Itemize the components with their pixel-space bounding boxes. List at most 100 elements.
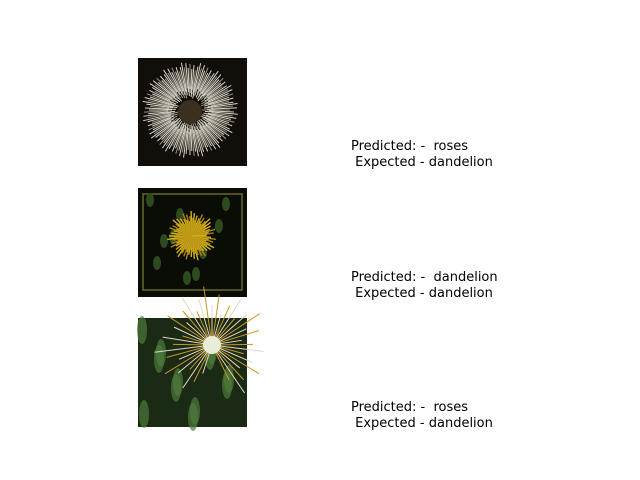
texture — [200, 115, 233, 134]
texture — [147, 114, 171, 123]
texture — [150, 120, 175, 139]
texture — [199, 70, 212, 92]
texture — [192, 267, 200, 281]
texture — [215, 219, 223, 233]
texture — [206, 107, 237, 110]
texture — [197, 74, 222, 102]
texture — [203, 336, 221, 354]
texture — [190, 65, 195, 98]
texture — [192, 70, 196, 91]
texture — [149, 83, 173, 99]
texture — [190, 69, 193, 94]
texture — [178, 122, 188, 151]
texture — [176, 208, 184, 222]
texture — [149, 120, 172, 135]
texture — [198, 75, 211, 96]
texture — [203, 286, 213, 346]
texture — [204, 84, 232, 102]
texture — [181, 130, 187, 153]
texture — [179, 126, 187, 156]
expected-label: Expected - dandelion — [351, 286, 493, 301]
texture — [161, 80, 183, 102]
texture — [199, 76, 218, 98]
texture — [171, 67, 186, 99]
texture — [152, 117, 171, 127]
texture — [207, 122, 225, 136]
expected-label: Expected - dandelion — [351, 416, 493, 431]
texture — [152, 93, 177, 105]
texture — [175, 67, 186, 95]
texture — [167, 72, 184, 99]
texture — [203, 81, 226, 100]
texture — [207, 101, 234, 108]
texture — [152, 118, 175, 131]
expected-label: Expected - dandelion — [351, 155, 493, 170]
texture — [204, 97, 234, 107]
texture — [164, 78, 182, 99]
texture — [146, 93, 173, 104]
texture — [211, 344, 246, 394]
texture — [183, 271, 191, 285]
texture — [206, 119, 228, 133]
texture — [173, 368, 183, 396]
texture — [195, 72, 209, 98]
image-3 — [137, 286, 264, 431]
texture — [181, 297, 213, 346]
texture — [190, 397, 200, 425]
texture — [200, 77, 224, 100]
texture — [144, 97, 175, 107]
texture — [159, 122, 180, 145]
texture — [203, 120, 227, 140]
texture — [157, 123, 176, 142]
texture — [179, 66, 187, 92]
texture — [151, 87, 179, 104]
texture — [204, 93, 229, 105]
texture — [156, 77, 179, 100]
texture — [197, 70, 206, 90]
texture — [185, 63, 189, 93]
texture — [172, 126, 183, 147]
texture — [143, 113, 175, 122]
predicted-label: Predicted: - roses — [351, 139, 468, 154]
texture — [150, 105, 170, 109]
texture — [204, 124, 223, 142]
texture — [146, 103, 174, 109]
texture — [152, 80, 181, 103]
texture — [199, 126, 212, 147]
texture — [144, 110, 169, 113]
texture — [142, 100, 178, 109]
texture — [192, 63, 202, 99]
texture — [206, 82, 222, 96]
texture — [180, 62, 188, 96]
texture — [175, 124, 185, 149]
texture — [201, 114, 233, 127]
texture — [199, 129, 209, 148]
texture — [222, 197, 230, 211]
texture — [143, 112, 172, 117]
texture — [198, 119, 220, 144]
texture — [202, 117, 230, 137]
texture — [183, 67, 188, 89]
texture — [196, 122, 213, 151]
texture — [158, 81, 176, 98]
texture — [163, 69, 181, 96]
texture — [203, 112, 232, 120]
texture — [147, 111, 179, 119]
texture — [194, 126, 204, 157]
texture — [147, 115, 175, 127]
texture — [196, 73, 215, 100]
texture — [165, 124, 181, 147]
texture — [210, 115, 235, 123]
texture — [159, 120, 179, 137]
texture — [204, 116, 230, 130]
texture — [211, 112, 233, 117]
texture — [207, 89, 233, 102]
texture — [148, 110, 176, 115]
texture — [196, 129, 205, 153]
texture — [163, 126, 178, 144]
texture — [196, 67, 209, 94]
texture — [175, 128, 185, 154]
texture — [211, 344, 260, 375]
texture — [149, 96, 179, 107]
